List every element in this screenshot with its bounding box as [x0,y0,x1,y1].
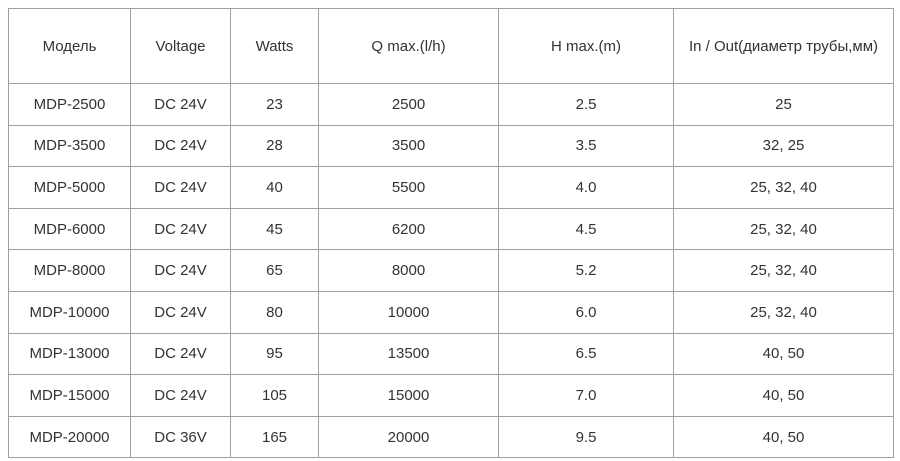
table-cell: MDP-20000 [8,415,131,459]
table-cell: 20000 [318,415,499,459]
table-cell: MDP-10000 [8,290,131,334]
table-cell: 7.0 [498,374,674,417]
table-cell: MDP-15000 [8,374,131,417]
table-cell: 95 [230,332,319,376]
table-cell: 40, 50 [673,374,894,417]
table-cell: 13500 [318,332,499,376]
table-cell: 6200 [318,207,499,251]
table-cell: 6.5 [498,332,674,376]
header-cell: Модель [8,8,131,84]
table-row: MDP-2500 DC 24V 23 2500 2.5 25 [8,83,894,126]
header-cell: Voltage [130,8,231,84]
table-cell: 2.5 [498,83,674,126]
table-row: MDP-5000 DC 24V 40 5500 4.0 25, 32, 40 [8,166,894,209]
table-cell: 28 [230,124,319,168]
table-cell: 80 [230,290,319,334]
table-cell: 25, 32, 40 [673,290,894,334]
table-cell: DC 24V [130,83,231,126]
table-cell: 5500 [318,166,499,209]
table-cell: MDP-8000 [8,249,131,292]
table-cell: DC 36V [130,415,231,459]
header-cell: H max.(m) [498,8,674,84]
table-cell: MDP-3500 [8,124,131,168]
header-cell: In / Out(диаметр трубы,мм) [673,8,894,84]
table-cell: 65 [230,249,319,292]
table-row: MDP-3500 DC 24V 28 3500 3.5 32, 25 [8,124,894,168]
table-cell: 23 [230,83,319,126]
table-cell: DC 24V [130,124,231,168]
table-cell: 3.5 [498,124,674,168]
table-row: MDP-20000 DC 36V 165 20000 9.5 40, 50 [8,415,894,459]
table-cell: 165 [230,415,319,459]
table-cell: DC 24V [130,249,231,292]
table-row: MDP-13000 DC 24V 95 13500 6.5 40, 50 [8,332,894,376]
table-cell: 25, 32, 40 [673,207,894,251]
table-cell: MDP-6000 [8,207,131,251]
table-row: MDP-8000 DC 24V 65 8000 5.2 25, 32, 40 [8,249,894,292]
spec-table: Модель Voltage Watts Q max.(l/h) H max.(m) In… [8,8,894,459]
table-cell: 40, 50 [673,415,894,459]
table-cell: DC 24V [130,166,231,209]
table-cell: 6.0 [498,290,674,334]
table-cell: MDP-2500 [8,83,131,126]
table-cell: DC 24V [130,332,231,376]
table-cell: 25 [673,83,894,126]
table-cell: 4.5 [498,207,674,251]
table-cell: 9.5 [498,415,674,459]
table-cell: 2500 [318,83,499,126]
table-row: MDP-6000 DC 24V 45 6200 4.5 25, 32, 40 [8,207,894,251]
table-cell: 4.0 [498,166,674,209]
table-cell: 15000 [318,374,499,417]
table-cell: 3500 [318,124,499,168]
table-body: MDP-2500 DC 24V 23 2500 2.5 25 MDP-3500 DC 24V 2… [8,83,894,459]
table-cell: 45 [230,207,319,251]
table-cell: DC 24V [130,374,231,417]
header-cell: Q max.(l/h) [318,8,499,84]
table-cell: 105 [230,374,319,417]
table-cell: 40 [230,166,319,209]
table-header: Модель Voltage Watts Q max.(l/h) H max.(m) In… [8,8,894,84]
table-row: MDP-15000 DC 24V 105 15000 7.0 40, 50 [8,374,894,417]
table-cell: 40, 50 [673,332,894,376]
table-cell: DC 24V [130,207,231,251]
table-cell: 8000 [318,249,499,292]
table-cell: 10000 [318,290,499,334]
table-row: MDP-10000 DC 24V 80 10000 6.0 25, 32, 40 [8,290,894,334]
table-cell: 25, 32, 40 [673,249,894,292]
header-cell: Watts [230,8,319,84]
table-cell: 32, 25 [673,124,894,168]
table-cell: MDP-13000 [8,332,131,376]
table-cell: DC 24V [130,290,231,334]
table-cell: 5.2 [498,249,674,292]
table-cell: MDP-5000 [8,166,131,209]
header-row: Модель Voltage Watts Q max.(l/h) H max.(m) In… [8,8,894,84]
table-cell: 25, 32, 40 [673,166,894,209]
